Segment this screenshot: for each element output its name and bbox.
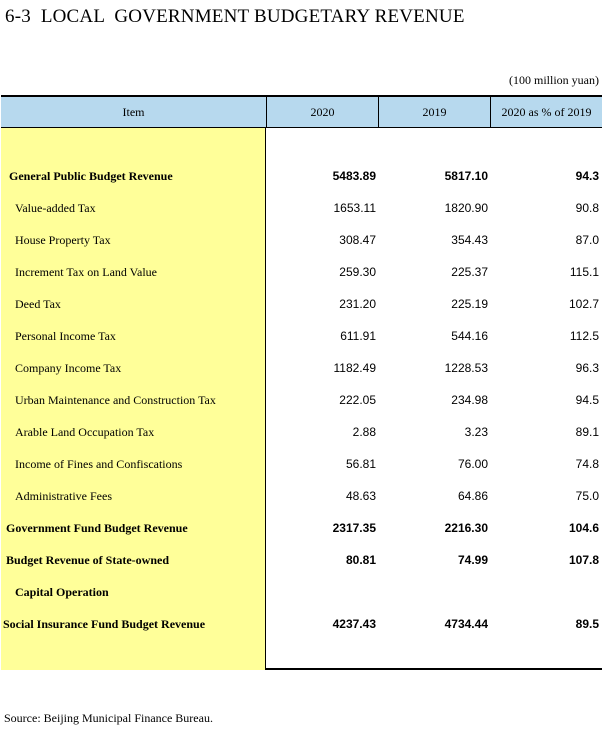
- row-label: Income of Fines and Confiscations: [15, 457, 183, 471]
- value-2020: 80.81: [345, 553, 376, 567]
- value-2019: 1820.90: [444, 201, 488, 215]
- header-divider: [490, 97, 491, 127]
- value-2020: 611.91: [340, 329, 376, 343]
- value-2019: 225.19: [451, 297, 488, 311]
- value-2020: 2.88: [352, 425, 376, 439]
- table-row: Value-added Tax 1653.11 1820.90 90.8: [1, 198, 602, 218]
- table-row: Capital Operation: [1, 582, 602, 602]
- value-2020: 4237.43: [332, 617, 376, 631]
- row-label: Company Income Tax: [15, 361, 122, 375]
- row-label: Deed Tax: [15, 297, 61, 311]
- header-item: Item: [122, 105, 145, 119]
- value-2019: 64.86: [457, 489, 488, 503]
- row-label: Social Insurance Fund Budget Revenue: [3, 617, 206, 631]
- value-pct: 94.5: [575, 393, 599, 407]
- value-2020: 5483.89: [332, 169, 376, 183]
- table-row: Personal Income Tax 611.91 544.16 112.5: [1, 326, 602, 346]
- value-pct: 107.8: [568, 553, 599, 567]
- value-2020: 222.05: [339, 393, 376, 407]
- row-label: Personal Income Tax: [15, 329, 116, 343]
- row-label: House Property Tax: [15, 233, 111, 247]
- value-pct: 102.7: [568, 297, 599, 311]
- row-label: Administrative Fees: [15, 489, 112, 503]
- table-row: Urban Maintenance and Construction Tax 2…: [1, 390, 602, 410]
- value-pct: 115.1: [569, 265, 599, 279]
- value-pct: 87.0: [575, 233, 599, 247]
- value-2019: 4734.44: [444, 617, 488, 631]
- table-row: Arable Land Occupation Tax 2.88 3.23 89.…: [1, 422, 602, 442]
- table-row: Government Fund Budget Revenue 2317.35 2…: [1, 518, 602, 538]
- header-divider: [378, 97, 379, 127]
- value-2020: 231.20: [339, 297, 376, 311]
- value-2019: 225.37: [451, 265, 488, 279]
- value-2019: 74.99: [457, 553, 488, 567]
- source-note: Source: Beijing Municipal Finance Bureau…: [4, 711, 213, 725]
- value-pct: 75.0: [575, 489, 599, 503]
- row-label: Capital Operation: [15, 585, 109, 599]
- value-2020: 1182.49: [333, 361, 377, 375]
- row-label: General Public Budget Revenue: [9, 169, 173, 183]
- header-2020: 2020: [310, 105, 335, 119]
- row-label: Increment Tax on Land Value: [15, 265, 158, 279]
- value-2020: 259.30: [339, 265, 376, 279]
- value-pct: 89.1: [575, 425, 599, 439]
- table-row: Administrative Fees 48.63 64.86 75.0: [1, 486, 602, 506]
- value-2020: 308.47: [339, 233, 376, 247]
- value-2019: 234.98: [451, 393, 488, 407]
- table-row: Increment Tax on Land Value 259.30 225.3…: [1, 262, 602, 282]
- table-row: Income of Fines and Confiscations 56.81 …: [1, 454, 602, 474]
- value-2019: 76.00: [457, 457, 488, 471]
- value-2020: 48.63: [345, 489, 376, 503]
- header-divider: [266, 97, 267, 127]
- table-row: House Property Tax 308.47 354.43 87.0: [1, 230, 602, 250]
- header-pct: 2020 as % of 2019: [501, 105, 592, 119]
- table-row: Budget Revenue of State-owned 80.81 74.9…: [1, 550, 602, 570]
- value-2019: 3.23: [464, 425, 488, 439]
- revenue-table: Item 2020 2019 2020 as % of 2019 General…: [1, 95, 602, 670]
- row-label: Arable Land Occupation Tax: [15, 425, 155, 439]
- table-row: Company Income Tax 1182.49 1228.53 96.3: [1, 358, 602, 378]
- row-label: Value-added Tax: [15, 201, 96, 215]
- value-2020: 2317.35: [332, 521, 376, 535]
- value-2020: 56.81: [345, 457, 376, 471]
- row-label: Government Fund Budget Revenue: [6, 521, 188, 535]
- value-2019: 2216.30: [444, 521, 488, 535]
- value-2019: 544.16: [451, 329, 488, 343]
- value-pct: 112.5: [569, 329, 599, 343]
- value-pct: 96.3: [575, 361, 599, 375]
- row-label: Urban Maintenance and Construction Tax: [15, 393, 216, 407]
- value-2019: 1228.53: [444, 361, 488, 375]
- value-2019: 354.43: [451, 233, 488, 247]
- value-pct: 74.8: [575, 457, 599, 471]
- table-row: Deed Tax 231.20 225.19 102.7: [1, 294, 602, 314]
- value-2020: 1653.11: [333, 201, 377, 215]
- value-2019: 5817.10: [444, 169, 488, 183]
- table-row: General Public Budget Revenue 5483.89 58…: [1, 166, 602, 186]
- unit-note: (100 million yuan): [509, 73, 599, 87]
- value-pct: 104.6: [568, 521, 599, 535]
- value-pct: 90.8: [575, 201, 599, 215]
- item-column-background: [1, 128, 266, 670]
- page-title: 6-3 LOCAL GOVERNMENT BUDGETARY REVENUE: [5, 6, 465, 27]
- value-pct: 94.3: [575, 169, 599, 183]
- table-header: Item 2020 2019 2020 as % of 2019: [1, 97, 602, 128]
- header-2019: 2019: [422, 105, 447, 119]
- table-row: Social Insurance Fund Budget Revenue 423…: [1, 614, 602, 634]
- row-label: Budget Revenue of State-owned: [6, 553, 169, 567]
- value-pct: 89.5: [575, 617, 599, 631]
